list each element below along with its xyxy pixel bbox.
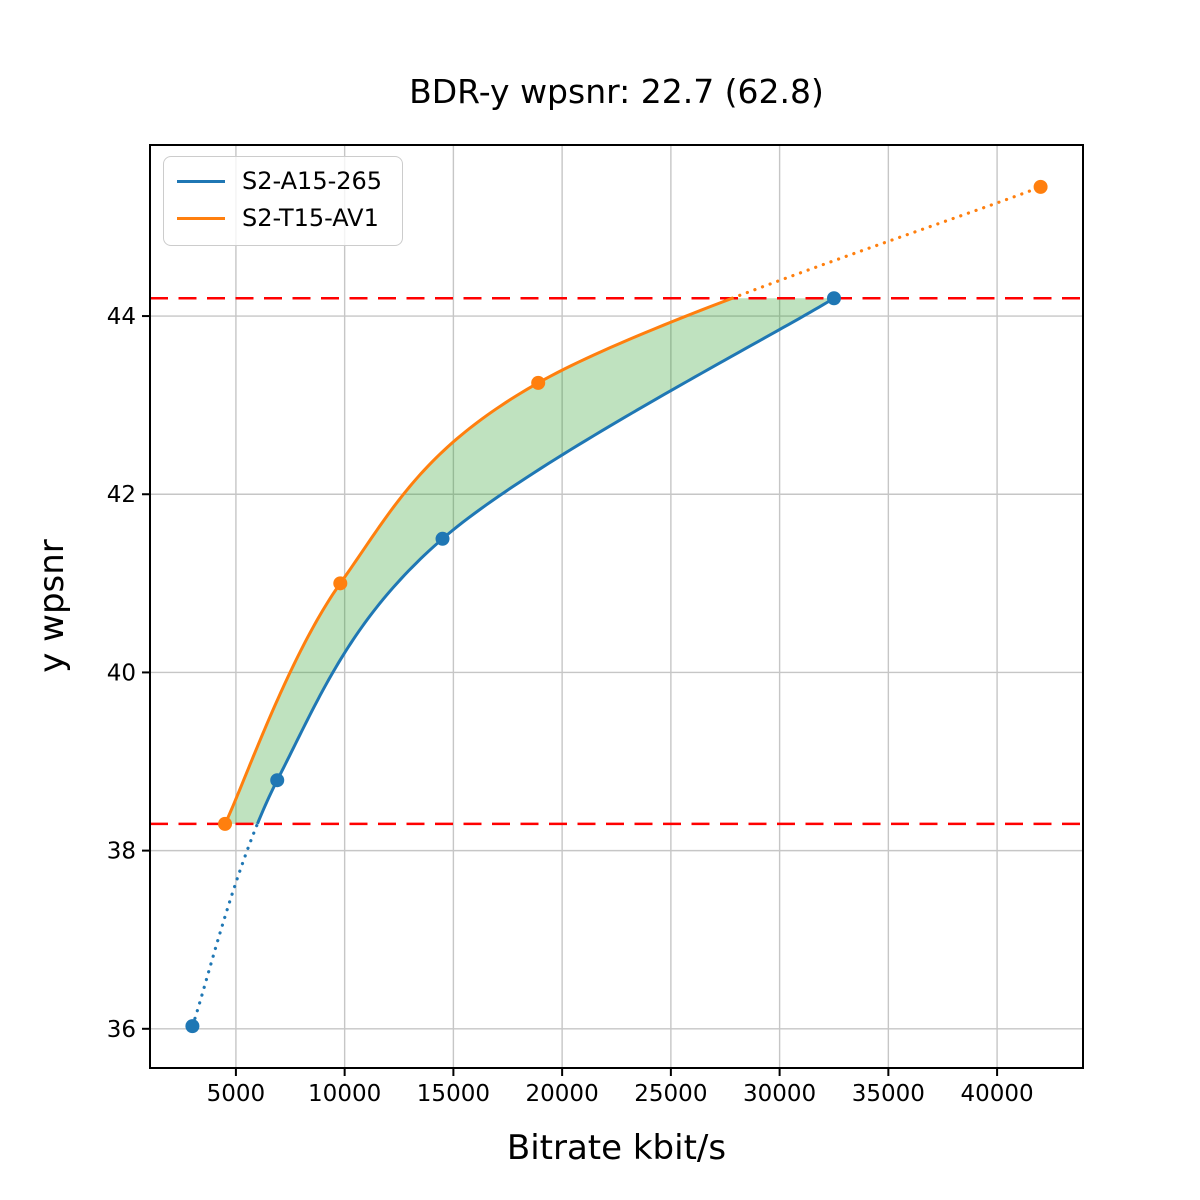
y-tick-label: 42	[107, 482, 136, 508]
legend: S2-A15-265 S2-T15-AV1	[163, 156, 404, 246]
series-line-dotted-s2-a15-265	[190, 822, 260, 1028]
x-tick-label: 30000	[743, 1081, 816, 1107]
gridlines	[150, 145, 1083, 1068]
x-tick-label: 40000	[961, 1081, 1034, 1107]
x-tick-label: 15000	[417, 1081, 490, 1107]
data-point-marker	[435, 531, 450, 546]
data-point-marker	[185, 1019, 200, 1034]
x-tick-label: 25000	[634, 1081, 707, 1107]
x-tick-label: 35000	[852, 1081, 925, 1107]
data-point-marker	[826, 291, 841, 306]
series-markers-s2-t15-av1	[218, 179, 1048, 831]
y-tick-label: 40	[107, 660, 136, 686]
x-axis-label: Bitrate kbit/s	[506, 1128, 727, 1168]
data-point-marker	[1033, 179, 1048, 194]
x-tick-label: 10000	[308, 1081, 381, 1107]
y-tick-label: 36	[107, 1017, 136, 1043]
legend-item-s2-a15-265: S2-A15-265	[177, 168, 382, 194]
legend-item-s2-t15-av1: S2-T15-AV1	[177, 204, 382, 233]
data-point-marker	[270, 773, 285, 788]
axis-ticks: 5000 10000 15000 20000 25000 30000 35000 40000 3…	[107, 304, 1034, 1107]
plot-border	[149, 144, 1084, 1069]
chart-title: BDR-y wpsnr: 22.7 (62.8)	[409, 72, 824, 111]
bd-gain-band	[225, 298, 834, 824]
x-tick-label: 20000	[526, 1081, 599, 1107]
series-line-s2-a15-265	[255, 296, 835, 826]
x-tick-label: 5000	[207, 1081, 266, 1107]
data-point-marker	[218, 816, 233, 831]
y-tick-label: 38	[107, 839, 136, 865]
legend-label: S2-A15-265	[242, 167, 383, 195]
data-point-marker	[531, 375, 546, 390]
bd-range-lines	[150, 296, 1083, 826]
legend-label: S2-T15-AV1	[242, 204, 379, 233]
y-axis-label: y wpsnr	[32, 539, 72, 673]
data-point-marker	[333, 576, 348, 591]
legend-line-sample-blue	[177, 179, 225, 183]
series-line-dotted-s2-t15-av1	[730, 185, 1043, 300]
legend-line-sample-orange	[177, 217, 225, 221]
y-tick-label: 44	[107, 304, 136, 330]
series-markers-s2-a15-265	[185, 291, 841, 1034]
